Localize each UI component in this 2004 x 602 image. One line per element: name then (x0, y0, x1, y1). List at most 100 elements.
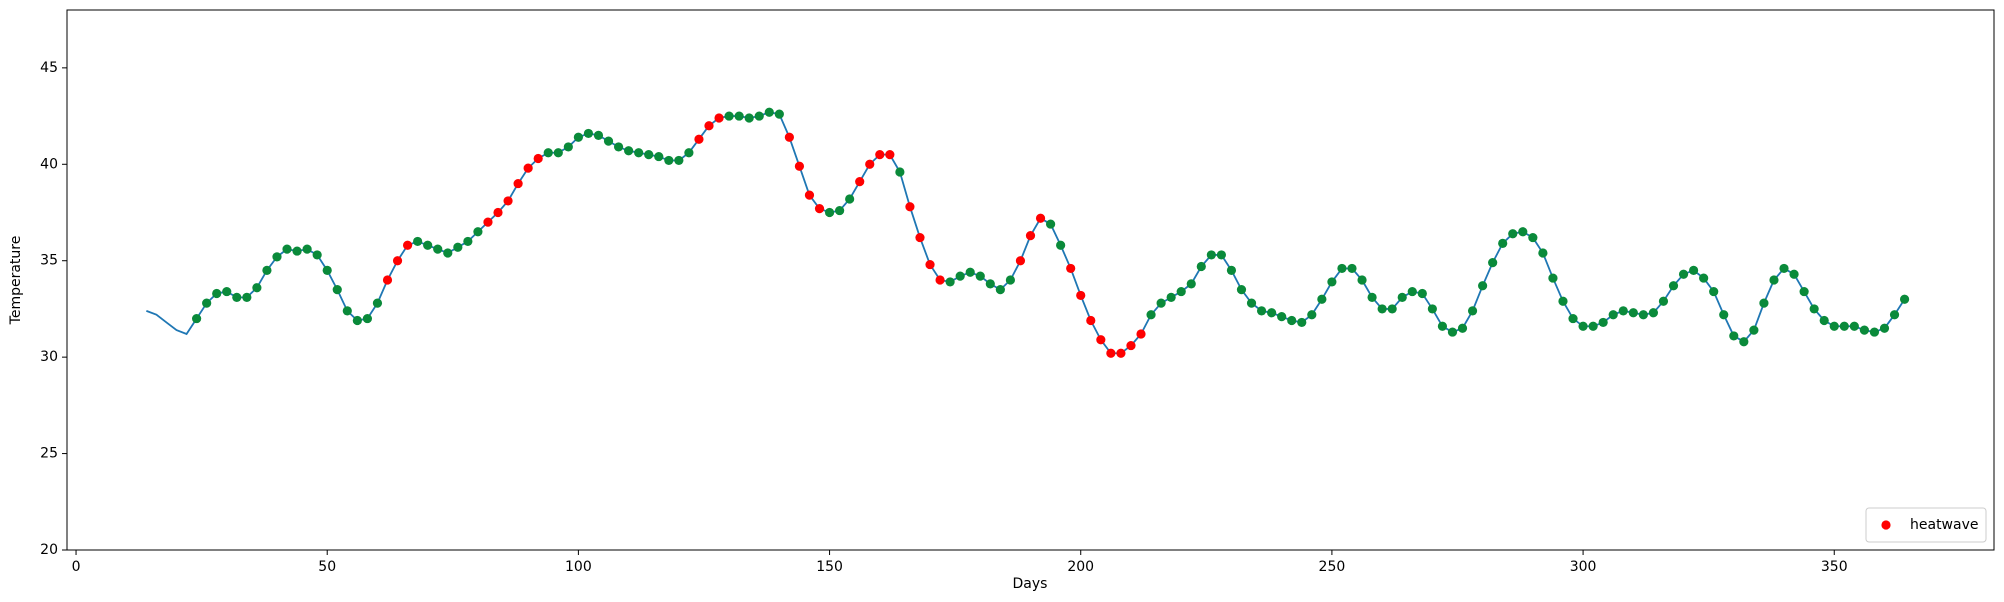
data-point (1297, 317, 1307, 328)
data-point (312, 250, 322, 260)
data-point (202, 298, 212, 308)
data-point (1518, 227, 1528, 237)
data-point (1166, 292, 1176, 302)
data-point (453, 242, 463, 252)
data-point (1899, 294, 1910, 304)
x-tick-label: 250 (1319, 559, 1346, 575)
x-tick-label: 100 (565, 559, 592, 575)
data-point (875, 150, 885, 160)
data-point (1729, 331, 1739, 341)
data-point (1417, 288, 1427, 299)
y-tick-label: 25 (40, 446, 58, 462)
data-point (212, 288, 222, 299)
data-point (392, 256, 403, 266)
data-point (1618, 306, 1628, 316)
data-point (1317, 294, 1327, 304)
x-tick-label: 300 (1570, 559, 1597, 575)
data-point (1769, 275, 1779, 285)
data-point (865, 159, 875, 169)
data-point (1367, 292, 1377, 302)
data-point (985, 279, 995, 289)
data-point (1427, 304, 1437, 314)
data-point (1015, 256, 1026, 266)
legend-marker (1881, 520, 1891, 530)
x-axis-label: Days (1013, 576, 1048, 592)
data-point (1116, 348, 1126, 358)
data-point (1759, 298, 1769, 308)
data-point (1719, 310, 1729, 320)
data-point (593, 130, 604, 140)
data-point (955, 271, 965, 281)
data-point (1648, 308, 1659, 318)
data-point (1256, 306, 1267, 316)
data-point (895, 167, 905, 177)
data-point (282, 244, 292, 254)
legend-label: heatwave (1910, 517, 1978, 533)
data-point (613, 142, 624, 152)
data-point (754, 111, 764, 121)
data-point (1467, 306, 1478, 316)
x-tick-label: 350 (1821, 559, 1848, 575)
data-point (1829, 321, 1839, 331)
data-point (734, 111, 744, 121)
data-point (664, 155, 674, 166)
data-point (473, 227, 483, 237)
data-point (1035, 213, 1046, 223)
data-point (1869, 327, 1880, 337)
data-point (1859, 325, 1869, 335)
data-point (1819, 315, 1829, 326)
data-point (1176, 286, 1186, 297)
data-point (1588, 321, 1598, 331)
data-point (1186, 279, 1196, 289)
data-point (242, 292, 252, 302)
data-point (1437, 321, 1448, 331)
y-tick-label: 30 (40, 349, 58, 365)
y-tick-label: 40 (40, 156, 58, 172)
data-point (192, 313, 202, 324)
data-point (1267, 308, 1277, 318)
y-tick-label: 45 (40, 60, 58, 76)
data-point (764, 107, 774, 117)
data-point (603, 136, 614, 146)
data-point (1066, 263, 1076, 274)
data-point (624, 146, 634, 156)
data-point (563, 142, 573, 152)
data-point (1387, 304, 1397, 314)
data-point (1287, 315, 1297, 326)
data-point (1799, 286, 1809, 297)
data-point (1086, 315, 1096, 326)
data-point (905, 202, 915, 212)
data-point (1397, 292, 1407, 302)
x-tick-label: 50 (318, 559, 336, 575)
data-point (804, 190, 815, 200)
data-point (1076, 290, 1086, 301)
data-point (724, 111, 734, 121)
data-point (372, 298, 383, 308)
plot-frame (66, 9, 1995, 551)
data-point (774, 109, 784, 119)
data-point (1498, 238, 1508, 248)
data-point (483, 217, 493, 227)
data-point (1146, 310, 1156, 320)
data-point (995, 285, 1005, 295)
data-point (232, 292, 242, 302)
data-point (1277, 312, 1287, 322)
data-point (1789, 269, 1799, 279)
x-tick-label: 200 (1067, 559, 1094, 575)
data-point (262, 265, 272, 275)
data-point (1407, 286, 1417, 297)
data-point (935, 275, 945, 285)
data-point (794, 161, 805, 171)
data-point (573, 132, 583, 142)
data-point (1488, 258, 1498, 268)
data-point (925, 259, 935, 270)
data-point (784, 132, 794, 142)
data-point (1005, 275, 1016, 285)
data-point (543, 148, 553, 158)
y-axis-label: Temperature (8, 236, 24, 326)
data-point (1457, 323, 1468, 333)
data-point (252, 283, 262, 293)
data-point (1709, 286, 1719, 297)
data-point (1739, 337, 1749, 347)
data-point (1106, 348, 1116, 358)
